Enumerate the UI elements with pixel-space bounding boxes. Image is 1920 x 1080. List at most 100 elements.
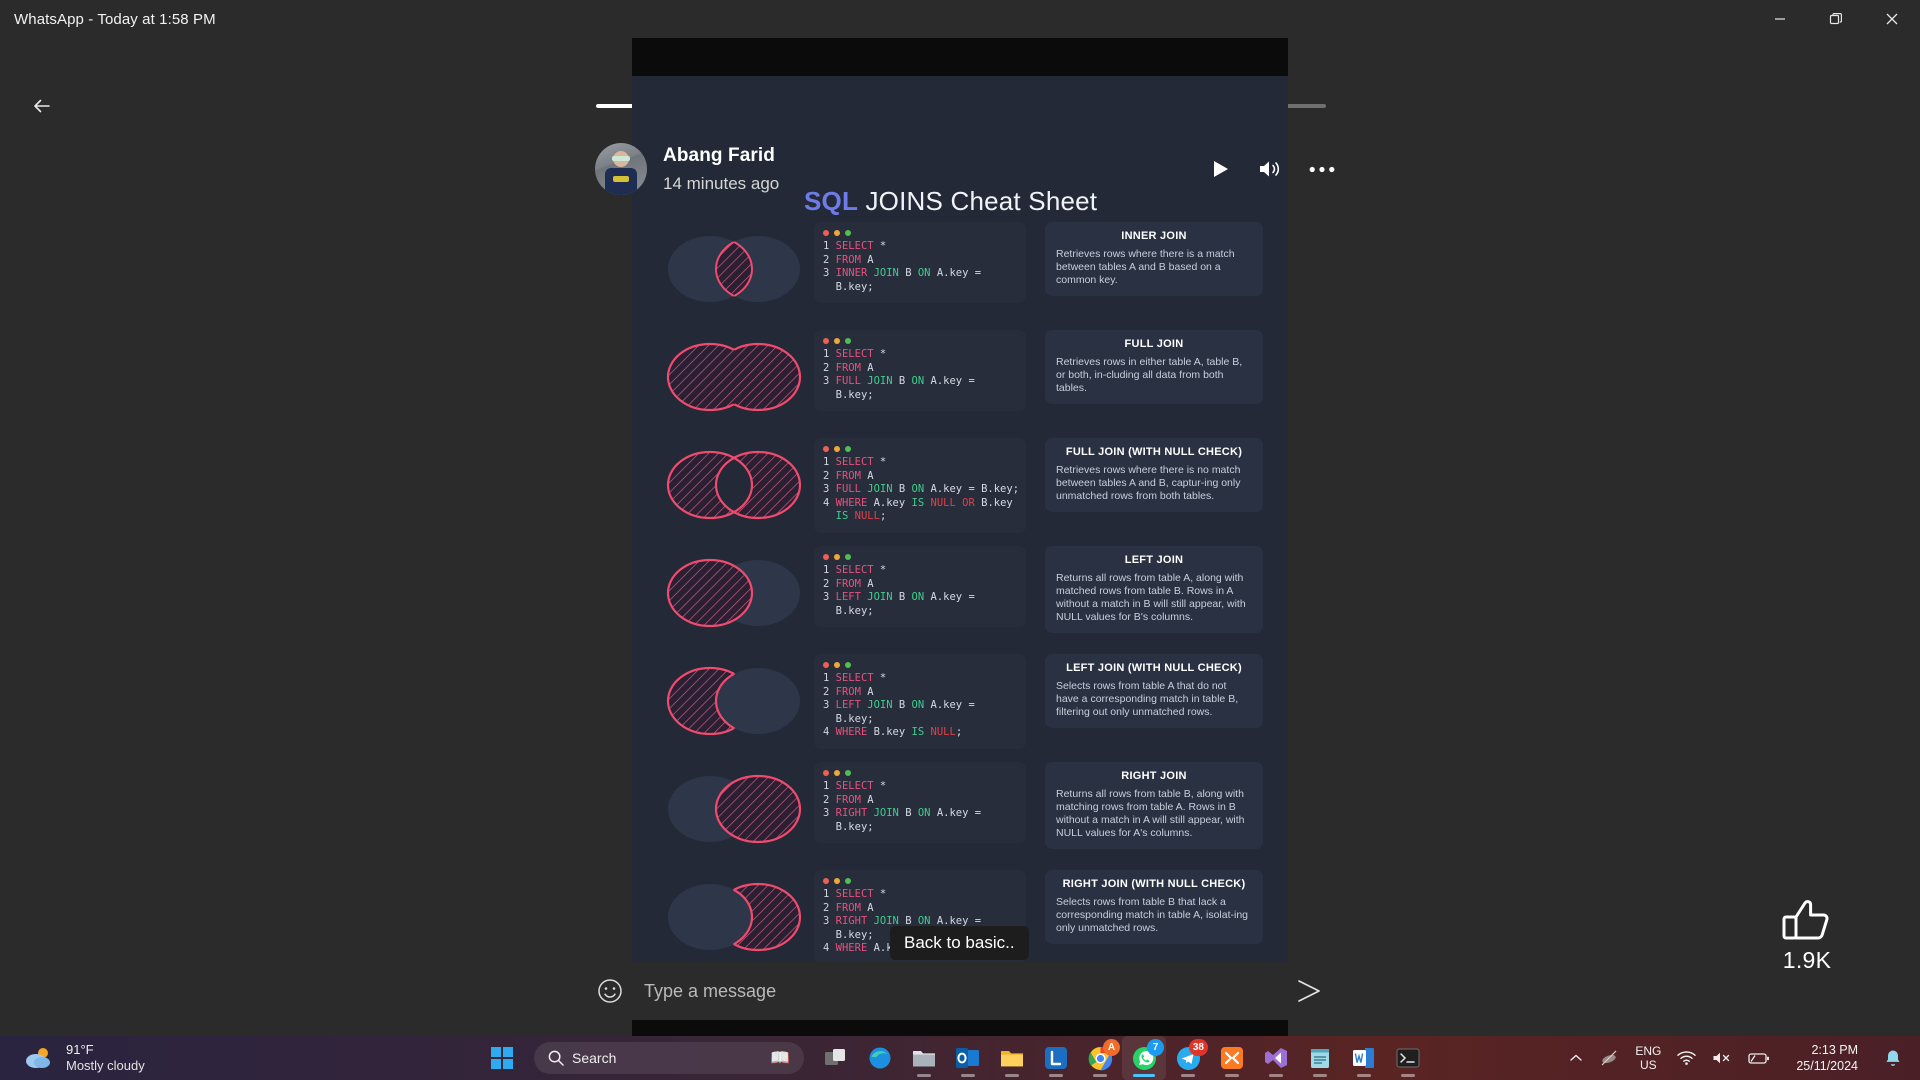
code-line: 3 LEFT JOIN B ON A.key = bbox=[823, 591, 975, 603]
folder-icon bbox=[1001, 1051, 1023, 1067]
join-description: Selects rows from table A that do not ha… bbox=[1056, 680, 1239, 718]
code-line: 3 RIGHT JOIN B ON A.key = bbox=[823, 915, 982, 927]
taskbar-item-edge[interactable] bbox=[858, 1036, 902, 1080]
code-line-number: 1 bbox=[823, 672, 836, 684]
description-card: INNER JOIN Retrieves rows where there is … bbox=[1045, 222, 1263, 296]
tooltip: Back to basic.. bbox=[890, 926, 1029, 960]
code-line: B.key; bbox=[823, 821, 1017, 835]
start-button[interactable] bbox=[480, 1036, 524, 1080]
taskbar-item-visual-studio[interactable] bbox=[1254, 1036, 1298, 1080]
message-input[interactable] bbox=[632, 969, 1286, 1013]
taskbar-item-laragon[interactable] bbox=[1034, 1036, 1078, 1080]
code-line: 1 SELECT * bbox=[823, 240, 887, 252]
taskbar-weather-widget[interactable]: 91°F Mostly cloudy bbox=[24, 1042, 145, 1074]
taskbar-item-xampp[interactable] bbox=[1210, 1036, 1254, 1080]
minimize-button[interactable] bbox=[1752, 0, 1808, 38]
tray-volume-button[interactable] bbox=[1704, 1036, 1740, 1080]
status-timestamp: 14 minutes ago bbox=[663, 173, 780, 193]
code-line-number: 3 bbox=[823, 699, 836, 711]
avatar[interactable] bbox=[595, 143, 647, 195]
taskbar-search-box[interactable]: Search 📖 bbox=[534, 1042, 804, 1074]
tray-pen-button[interactable] bbox=[1591, 1036, 1627, 1080]
tray-clock[interactable]: 2:13 PM 25/11/2024 bbox=[1778, 1036, 1876, 1080]
code-line-number: 1 bbox=[823, 456, 836, 468]
taskbar-item-file-explorer[interactable] bbox=[902, 1036, 946, 1080]
code-line-number: 2 bbox=[823, 793, 836, 806]
taskbar-item-whatsapp[interactable]: 7 bbox=[1122, 1036, 1166, 1080]
description-card: FULL JOIN Retrieves rows in either table … bbox=[1045, 330, 1263, 404]
taskbar-active-indicator bbox=[1133, 1074, 1155, 1077]
language-line-2: US bbox=[1640, 1058, 1657, 1072]
code-line-number: 1 bbox=[823, 888, 836, 900]
emoji-icon[interactable] bbox=[588, 969, 632, 1013]
status-meta: Abang Farid 14 minutes ago bbox=[663, 145, 779, 194]
join-title: FULL JOIN bbox=[1124, 338, 1184, 350]
venn-diagram-full-icon bbox=[662, 332, 806, 422]
status-author-name: Abang Farid bbox=[663, 144, 775, 166]
join-description: Returns all rows from table A, along wit… bbox=[1056, 572, 1246, 623]
code-line-number: 4 bbox=[823, 942, 836, 954]
code-line-number: 3 bbox=[823, 483, 836, 495]
bell-icon bbox=[1886, 1050, 1900, 1066]
taskbar-item-terminal[interactable] bbox=[1386, 1036, 1430, 1080]
reaction-counter[interactable]: 1.9K bbox=[1780, 896, 1834, 974]
task-view-button[interactable] bbox=[814, 1036, 858, 1080]
taskbar-item-notepad[interactable] bbox=[1298, 1036, 1342, 1080]
code-line: B.key; bbox=[823, 281, 1017, 295]
code-line-number: 2 bbox=[823, 685, 836, 698]
description-card: FULL JOIN (WITH NULL CHECK) Retrieves row… bbox=[1045, 438, 1263, 512]
more-options-icon[interactable] bbox=[1309, 166, 1335, 173]
code-line: 3 FULL JOIN B ON A.key = B.key; bbox=[823, 483, 1020, 495]
code-line-number: 2 bbox=[823, 577, 836, 590]
tray-wifi-button[interactable] bbox=[1669, 1036, 1704, 1080]
join-description: Retrieves rows in either table A, table … bbox=[1056, 356, 1243, 394]
maximize-button[interactable] bbox=[1808, 0, 1864, 38]
join-title: FULL JOIN (WITH NULL CHECK) bbox=[1065, 446, 1243, 458]
tray-overflow-button[interactable] bbox=[1561, 1036, 1591, 1080]
code-line-number: 3 bbox=[823, 807, 836, 819]
play-icon[interactable] bbox=[1209, 158, 1231, 180]
code-line-number: 3 bbox=[823, 375, 836, 387]
taskbar-running-indicator bbox=[1093, 1074, 1107, 1077]
status-media-image: SQL JOINS Cheat Sheet 1 SELECT * 2 FROM A… bbox=[632, 76, 1288, 996]
code-line: 2 FROM A bbox=[823, 577, 874, 590]
taskbar-item-chrome[interactable]: A bbox=[1078, 1036, 1122, 1080]
terminal-icon bbox=[1396, 1048, 1420, 1068]
chevron-up-icon bbox=[1570, 1054, 1583, 1061]
taskbar-item-outlook[interactable] bbox=[946, 1036, 990, 1080]
code-line: 2 FROM A bbox=[823, 253, 874, 266]
status-header: Abang Farid 14 minutes ago bbox=[595, 138, 1335, 200]
taskbar-running-indicator bbox=[917, 1074, 931, 1077]
notepad-icon bbox=[1311, 1049, 1329, 1068]
task-view-icon bbox=[825, 1049, 845, 1065]
taskbar-item-folder[interactable] bbox=[990, 1036, 1034, 1080]
system-tray: ENG US bbox=[1561, 1036, 1920, 1080]
window-titlebar: WhatsApp - Today at 1:58 PM bbox=[0, 0, 1920, 38]
code-line: 1 SELECT * bbox=[823, 348, 887, 360]
send-icon[interactable] bbox=[1286, 968, 1332, 1014]
window-controls bbox=[1752, 0, 1920, 38]
code-line-number: 4 bbox=[823, 726, 836, 738]
search-illustration-icon: 📖 bbox=[770, 1050, 790, 1067]
description-card: RIGHT JOIN (WITH NULL CHECK) Selects rows… bbox=[1045, 870, 1263, 944]
back-arrow-icon[interactable] bbox=[22, 86, 62, 126]
volume-muted-icon bbox=[1713, 1052, 1730, 1064]
code-line: 4 WHERE A.key IS NULL OR B.key bbox=[823, 496, 1013, 509]
tray-battery-button[interactable] bbox=[1740, 1036, 1778, 1080]
code-line-number: 2 bbox=[823, 361, 836, 374]
tray-language-indicator[interactable]: ENG US bbox=[1627, 1036, 1669, 1080]
tray-notifications-button[interactable] bbox=[1876, 1036, 1910, 1080]
xampp-icon bbox=[1221, 1047, 1243, 1069]
close-button[interactable] bbox=[1864, 0, 1920, 38]
join-description: Retrieves rows where there is a match be… bbox=[1056, 248, 1235, 286]
code-line: B.key; bbox=[823, 605, 1017, 619]
thumbs-up-icon bbox=[1780, 896, 1834, 949]
taskbar-item-word[interactable] bbox=[1342, 1036, 1386, 1080]
taskbar-running-indicator bbox=[1005, 1074, 1019, 1077]
pen-disabled-icon bbox=[1601, 1050, 1617, 1066]
window-dots bbox=[823, 230, 1017, 236]
taskbar-item-telegram[interactable]: 38 bbox=[1166, 1036, 1210, 1080]
volume-icon[interactable] bbox=[1257, 157, 1283, 181]
